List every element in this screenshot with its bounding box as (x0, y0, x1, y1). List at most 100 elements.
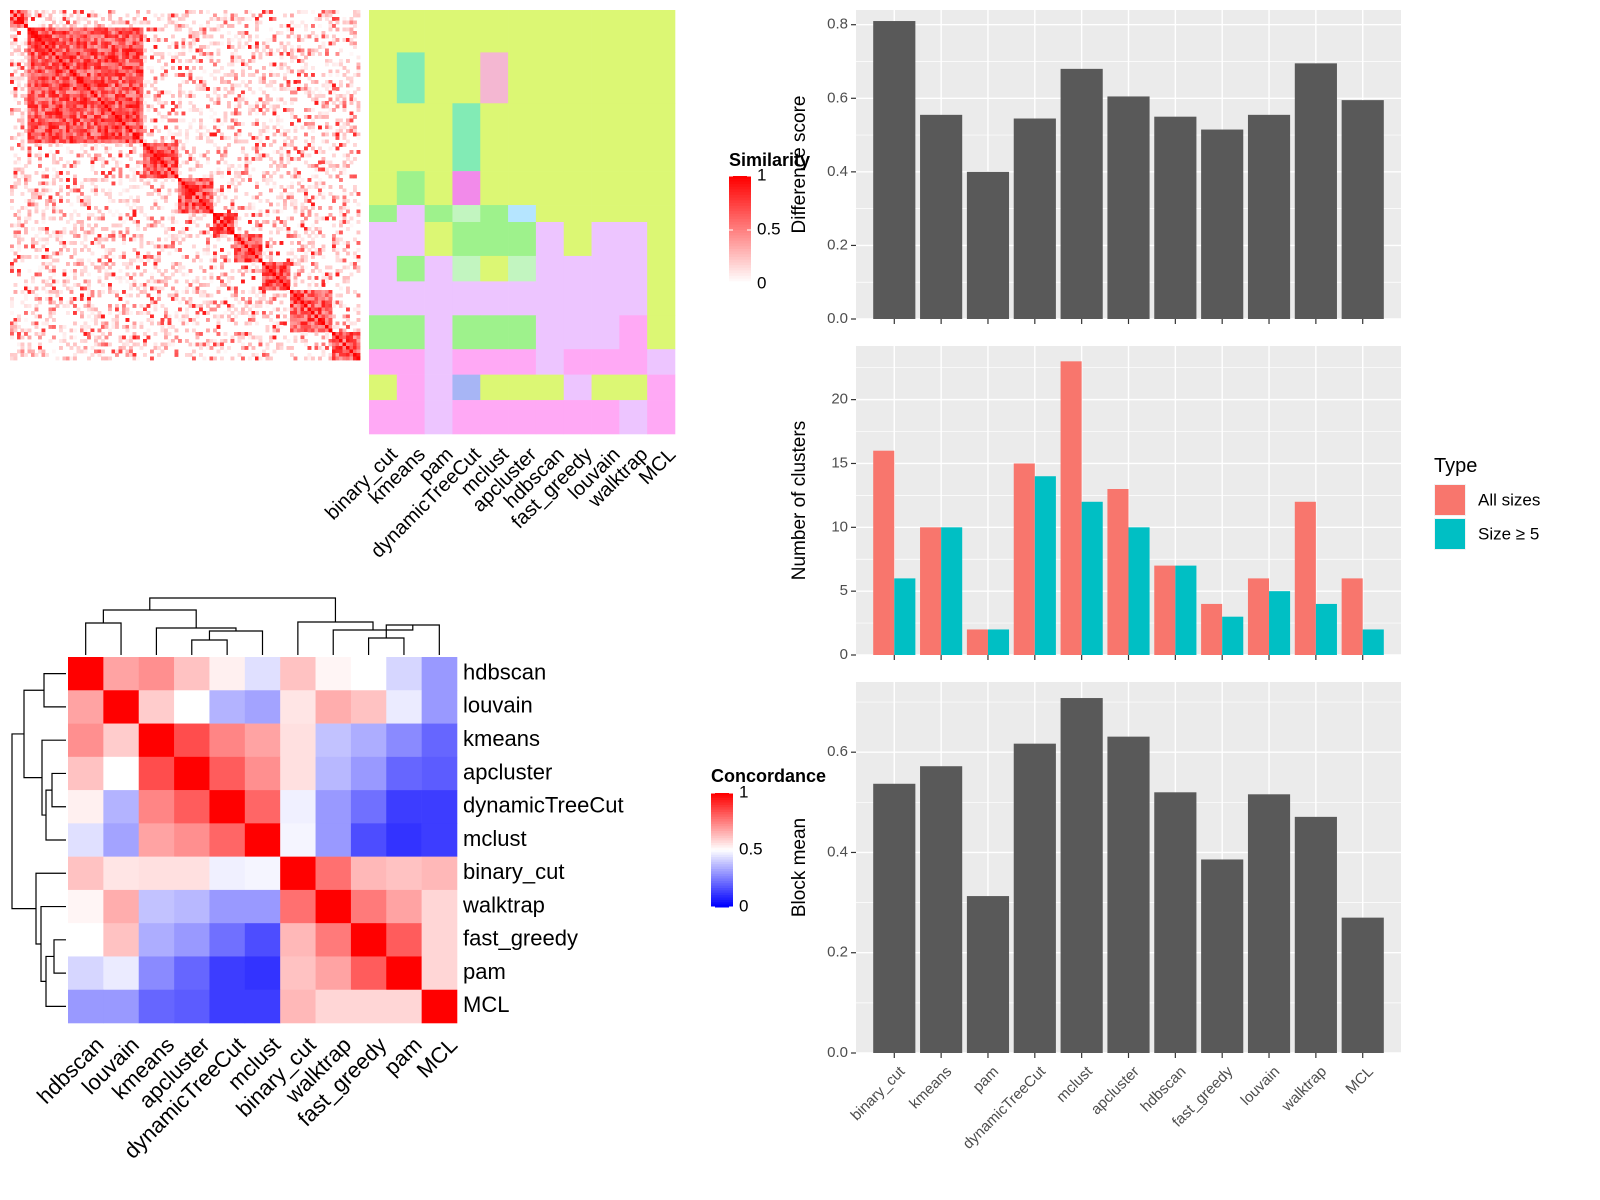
similarity-cell (286, 318, 291, 322)
similarity-cell (237, 104, 242, 109)
similarity-cell (97, 125, 102, 130)
similarity-cell (31, 202, 35, 207)
similarity-cell (150, 318, 154, 322)
similarity-cell (328, 356, 333, 361)
assignment-block (535, 315, 565, 350)
similarity-cell (108, 272, 112, 277)
similarity-cell (55, 279, 60, 284)
similarity-cell (314, 234, 319, 238)
similarity-cell (108, 55, 112, 60)
similarity-cell (108, 136, 112, 140)
similarity-cell (209, 27, 214, 32)
similarity-cell (318, 13, 322, 18)
similarity-cell (132, 34, 137, 39)
concordance-cell (315, 756, 352, 791)
similarity-cell (248, 241, 252, 245)
similarity-cell (255, 122, 259, 126)
similarity-cell (97, 13, 102, 18)
similarity-cell (335, 164, 340, 168)
similarity-cell (31, 241, 35, 245)
similarity-cell (276, 202, 280, 207)
similarity-cell (125, 227, 130, 231)
similarity-cell (27, 349, 32, 354)
similarity-cell (209, 52, 214, 56)
similarity-cell (87, 108, 91, 112)
similarity-cell (87, 62, 91, 67)
similarity-cell (132, 83, 137, 88)
similarity-cell (255, 69, 259, 74)
similarity-cell (272, 52, 277, 56)
similarity-cell (164, 279, 168, 284)
similarity-cell (136, 125, 140, 130)
similarity-cell (206, 185, 210, 189)
similarity-cell (265, 283, 270, 287)
similarity-cell (192, 342, 196, 347)
concordance-cell (244, 823, 281, 857)
assignment-block (396, 255, 425, 282)
similarity-cell (321, 307, 326, 312)
similarity-cell (325, 304, 329, 308)
similarity-cell (45, 199, 49, 203)
similarity-cell (94, 101, 98, 105)
similarity-cell (136, 185, 140, 189)
similarity-cell (349, 31, 354, 35)
similarity-cell (346, 76, 350, 81)
similarity-cell (181, 178, 186, 182)
similarity-cell (118, 31, 123, 35)
similarity-cell (220, 132, 224, 137)
similarity-cell (265, 101, 270, 105)
similarity-cell (27, 118, 32, 123)
similarity-cell (31, 83, 35, 88)
similarity-cell (258, 76, 263, 81)
similarity-cell (122, 129, 126, 133)
similarity-cell (76, 132, 81, 137)
similarity-cell (206, 311, 210, 315)
similarity-cell (237, 171, 242, 175)
similarity-cell (335, 17, 340, 21)
similarity-cell (111, 237, 116, 242)
similarity-cell (171, 297, 175, 301)
similarity-cell (108, 41, 112, 46)
similarity-cell (325, 101, 329, 105)
similarity-cell (160, 157, 165, 161)
similarity-cell (241, 297, 245, 301)
similarity-cell (188, 185, 193, 189)
similarity-cell (248, 132, 252, 137)
similarity-cell (223, 234, 228, 238)
similarity-cell (290, 143, 294, 147)
similarity-cell (24, 255, 28, 259)
similarity-cell (353, 353, 357, 357)
similarity-cell (356, 13, 361, 18)
similarity-cell (153, 153, 158, 158)
similarity-cell (290, 139, 294, 144)
similarity-cell (104, 325, 109, 329)
similarity-cell (223, 20, 228, 25)
similarity-cell (118, 150, 123, 154)
similarity-cell (94, 41, 98, 46)
similarity-cell (342, 73, 347, 77)
similarity-cell (62, 34, 67, 39)
similarity-cell (286, 80, 291, 84)
similarity-cell (195, 332, 200, 336)
similarity-cell (290, 27, 294, 32)
assignment-block (369, 374, 398, 401)
similarity-cell (87, 332, 91, 336)
similarity-cell (143, 20, 147, 25)
similarity-cell (83, 143, 88, 147)
assignment-block (396, 315, 425, 350)
similarity-cell (20, 342, 25, 347)
similarity-cell (230, 83, 235, 88)
similarity-cell (304, 188, 308, 193)
similarity-cell (59, 80, 63, 84)
similarity-cell (216, 27, 221, 32)
similarity-cell (66, 90, 70, 95)
similarity-cell (13, 318, 18, 322)
similarity-cell (31, 244, 35, 249)
similarity-cell (164, 143, 168, 147)
similarity-cell (241, 279, 245, 284)
similarity-cell (283, 262, 287, 266)
similarity-cell (27, 335, 32, 340)
similarity-cell (283, 199, 287, 203)
similarity-cell (108, 307, 112, 312)
similarity-cell (76, 160, 81, 165)
